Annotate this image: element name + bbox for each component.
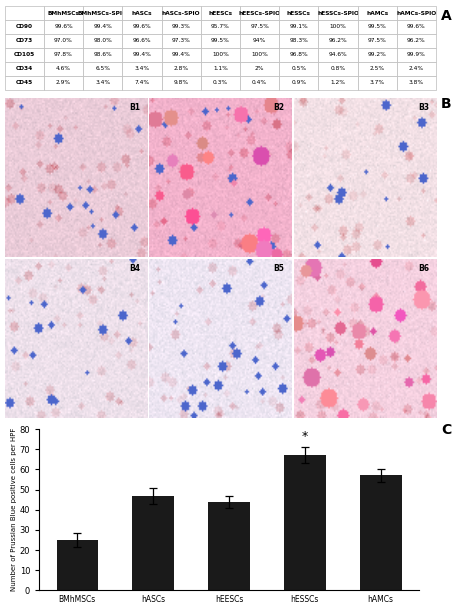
Text: A: A xyxy=(441,9,452,23)
Text: B: B xyxy=(441,97,451,111)
Text: C: C xyxy=(441,424,451,437)
